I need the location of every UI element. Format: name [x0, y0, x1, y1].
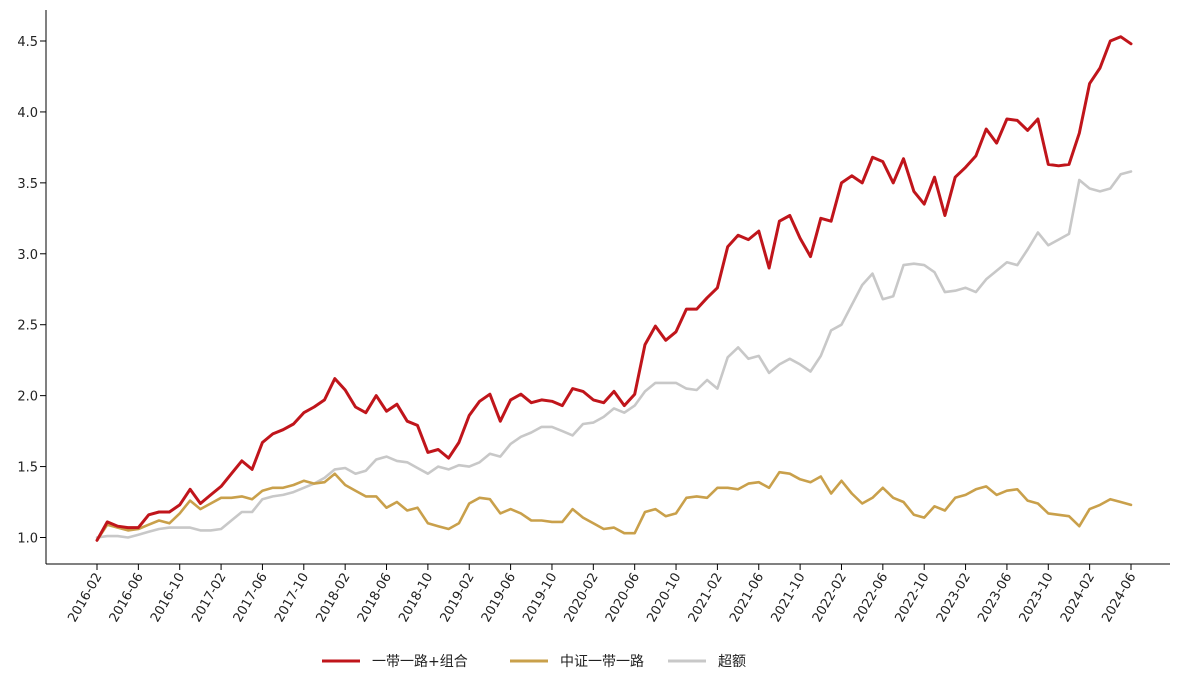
y-tick-label: 2.5 [17, 319, 38, 334]
y-tick-label: 3.5 [17, 177, 38, 192]
x-tick-label: 2017-02 [189, 571, 229, 626]
x-tick-label: 2024-02 [1058, 571, 1098, 626]
y-tick-label: 2.0 [17, 390, 38, 405]
x-tick-label: 2024-06 [1099, 571, 1139, 626]
x-tick-label: 2021-06 [727, 571, 767, 626]
x-tick-label: 2018-06 [355, 571, 395, 626]
x-tick-label: 2019-02 [438, 571, 478, 626]
x-tick-label: 2018-10 [396, 571, 436, 626]
y-tick-label: 4.5 [17, 35, 38, 50]
legend: 一带一路+组合 中证一带一路 超额 [322, 654, 746, 670]
legend-label: 一带一路+组合 [372, 654, 468, 670]
x-tick-label: 2017-10 [272, 571, 312, 626]
x-tick-label: 2021-10 [768, 571, 808, 626]
x-tick-label: 2022-02 [810, 571, 850, 626]
x-tick-label: 2020-06 [603, 571, 643, 626]
series-line-0 [95, 35, 1133, 542]
y-tick-label: 1.0 [17, 532, 38, 547]
x-tick-label: 2018-02 [313, 571, 353, 626]
x-tick-label: 2023-02 [934, 571, 974, 626]
x-tick-label: 2020-10 [644, 571, 684, 626]
y-axis-ticks: 1.0 1.5 2.0 2.5 3.0 3.5 4.0 4.5 [17, 35, 46, 547]
x-tick-label: 2020-02 [562, 571, 602, 626]
series-line-1 [95, 470, 1133, 542]
x-tick-label: 2016-10 [148, 571, 188, 626]
x-tick-label: 2016-06 [107, 571, 147, 626]
x-axis-ticks: 2016-02 2016-06 2016-10 2017-02 2017-06 2017-… [65, 564, 1139, 625]
y-tick-label: 4.0 [17, 106, 38, 121]
x-tick-label: 2023-06 [975, 571, 1015, 626]
series-lines [95, 35, 1133, 542]
x-tick-label: 2019-10 [520, 571, 560, 626]
y-tick-label: 3.0 [17, 248, 38, 263]
series-line-2 [95, 170, 1133, 539]
x-tick-label: 2019-06 [479, 571, 519, 626]
x-tick-label: 2023-10 [1017, 571, 1057, 626]
x-tick-label: 2017-06 [231, 571, 271, 626]
x-tick-label: 2021-02 [686, 571, 726, 626]
x-tick-label: 2022-10 [893, 571, 933, 626]
x-tick-label: 2016-02 [65, 571, 105, 626]
legend-label: 中证一带一路 [560, 654, 644, 670]
y-tick-label: 1.5 [17, 461, 38, 476]
x-tick-label: 2022-06 [851, 571, 891, 626]
legend-label: 超额 [718, 654, 746, 670]
